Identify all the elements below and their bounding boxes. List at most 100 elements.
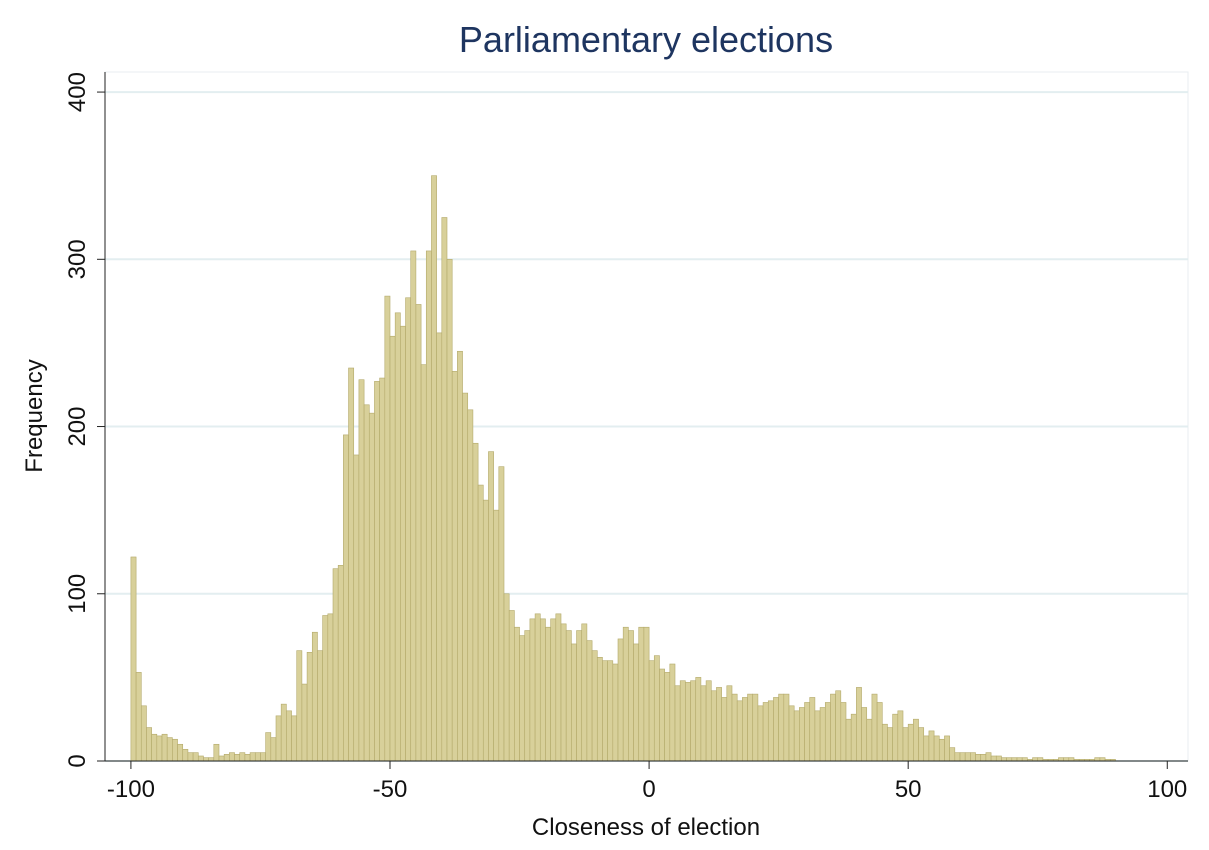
- bar: [767, 700, 774, 762]
- x-tick-label: -50: [373, 776, 408, 803]
- y-tick-label: 400: [64, 72, 91, 112]
- bar: [213, 743, 220, 762]
- bar: [736, 700, 743, 762]
- bar: [830, 693, 836, 762]
- bar: [923, 735, 930, 762]
- bar: [249, 752, 256, 762]
- bar: [742, 697, 748, 762]
- bar: [793, 710, 800, 762]
- y-tick-label: 0: [64, 754, 91, 767]
- bar: [731, 693, 738, 762]
- bar: [514, 626, 520, 762]
- bar: [866, 718, 873, 762]
- bar: [400, 325, 406, 762]
- bar: [850, 713, 857, 762]
- x-axis-label: Closeness of election: [532, 814, 760, 841]
- bar: [928, 730, 935, 762]
- bar: [685, 682, 691, 762]
- bar: [1032, 757, 1039, 762]
- bar: [286, 710, 292, 762]
- bar: [482, 499, 489, 762]
- bar: [1099, 757, 1106, 762]
- bar: [643, 626, 650, 762]
- bar: [881, 723, 888, 762]
- bar: [586, 640, 593, 762]
- bar: [726, 685, 733, 762]
- bar: [555, 613, 562, 762]
- bar: [710, 690, 717, 762]
- bar: [638, 626, 645, 762]
- bar: [933, 735, 940, 762]
- bar: [353, 454, 360, 762]
- bar: [451, 371, 458, 762]
- bar: [804, 702, 811, 762]
- bar: [897, 710, 904, 762]
- bar: [322, 615, 329, 762]
- bar: [394, 312, 401, 762]
- bar: [705, 680, 712, 762]
- bar: [130, 556, 137, 762]
- bar: [1021, 757, 1028, 762]
- bar: [172, 738, 178, 762]
- bar: [690, 680, 697, 762]
- bar: [265, 732, 272, 762]
- bar: [384, 295, 391, 762]
- bar: [913, 718, 919, 762]
- bar: [954, 752, 961, 762]
- bar: [1016, 757, 1023, 762]
- bar: [239, 752, 246, 762]
- x-tick-label: 0: [642, 776, 655, 803]
- bar: [420, 364, 427, 762]
- bar: [1006, 757, 1013, 762]
- bar: [902, 727, 909, 762]
- bar: [208, 757, 215, 762]
- bar: [1068, 757, 1075, 762]
- y-tick-label: 100: [64, 574, 91, 614]
- bar: [379, 377, 386, 762]
- bar: [674, 685, 681, 762]
- bar: [332, 568, 339, 762]
- bar: [374, 381, 380, 762]
- bar: [799, 707, 805, 762]
- bar: [1001, 757, 1007, 762]
- bar: [762, 702, 769, 762]
- bar: [985, 752, 992, 762]
- bar: [524, 630, 531, 762]
- bar: [306, 651, 313, 762]
- bar: [260, 752, 266, 762]
- bar: [840, 702, 847, 762]
- bar: [856, 687, 862, 762]
- x-tick-label: 100: [1147, 776, 1187, 803]
- bar: [990, 755, 997, 762]
- bar: [918, 727, 925, 762]
- bar: [571, 643, 577, 762]
- bar: [254, 752, 261, 762]
- bar: [591, 650, 598, 762]
- bar: [545, 626, 551, 762]
- bar: [234, 754, 241, 762]
- bar: [301, 683, 308, 762]
- bar: [576, 630, 583, 762]
- bar: [560, 623, 567, 762]
- bar: [337, 565, 344, 762]
- bar: [446, 259, 453, 762]
- bar: [602, 660, 608, 762]
- bar: [845, 718, 852, 762]
- chart-title: Parliamentary elections: [459, 19, 833, 60]
- bar: [140, 705, 147, 762]
- y-axis-label: Frequency: [21, 359, 48, 472]
- bar: [695, 677, 702, 762]
- bar: [166, 737, 173, 762]
- bar: [343, 434, 349, 762]
- bar: [467, 409, 474, 762]
- bar: [814, 710, 821, 762]
- bar: [949, 747, 956, 762]
- bar: [296, 650, 303, 762]
- bar: [659, 668, 665, 762]
- bar: [653, 655, 660, 762]
- bar: [700, 685, 707, 762]
- bar: [633, 643, 640, 762]
- bar: [596, 657, 603, 762]
- bar: [716, 687, 722, 762]
- bar: [887, 727, 893, 762]
